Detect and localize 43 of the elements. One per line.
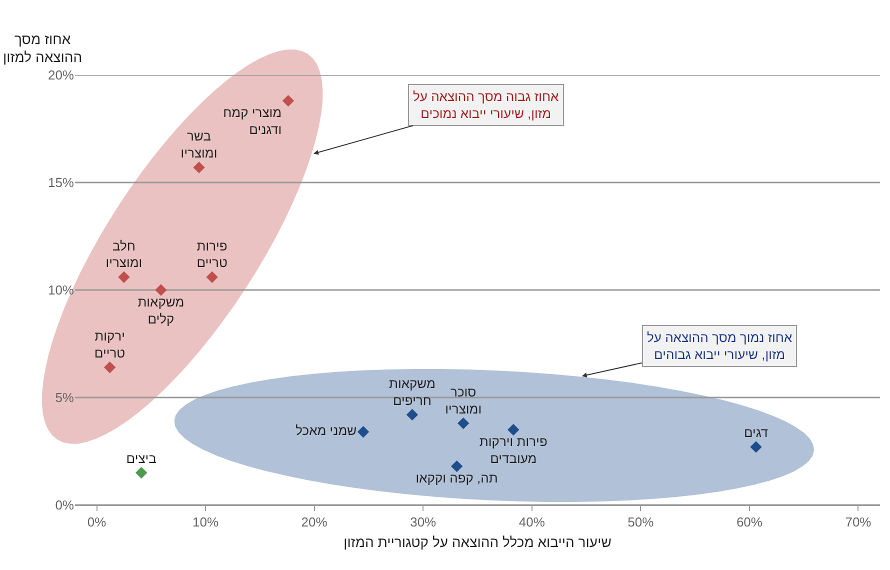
x-tick-label: 70% [845,514,872,530]
point [357,426,370,438]
y-tick-label: 0% [55,498,74,513]
series-label: סוכר ומוצריו [445,384,482,416]
annotation: אחוז נמוך מסך ההוצאה על מזון, שיעורי ייבוא גבוהים [647,330,792,362]
y-tick-label: 10% [48,282,74,298]
point [118,271,130,283]
series-label: פירות וירקות מעובדים [479,434,548,466]
y-tick-label: 20% [48,68,74,83]
series-label: ירקות טריים [94,328,126,361]
point [458,417,470,430]
point [193,162,205,174]
point [406,408,418,421]
series-label: דגים [744,425,768,440]
series-label: תה, קפה וקקאו [416,470,498,486]
y-tick-label: 5% [55,390,74,406]
point [282,94,294,107]
series-label: מוצרי קמח ודגנים [223,105,282,138]
point [750,441,762,453]
x-axis-title: שיעור הייבוא מכלל ההוצאה על קטגוריית המזון [344,534,612,550]
y-axis-title: אחוז מסך ההוצאה למזון [3,31,82,66]
x-tick-label: 50% [628,514,654,530]
series-label: פירות טריים [196,238,228,270]
point [508,424,520,436]
series-label: ביצים [126,450,157,466]
point [450,460,463,472]
series-label: משקאות קלים [138,294,184,326]
point [104,362,116,374]
series-label: חלב ומוצריו [106,238,142,270]
point [206,271,218,283]
series-label: בשר ומוצריו [180,128,218,161]
x-tick-label: 0% [87,514,107,530]
x-tick-label: 30% [410,514,437,530]
y-tick-label: 15% [48,175,74,190]
x-tick-label: 60% [736,514,763,530]
point [155,284,167,296]
series-label: שמני מאכל [296,423,357,438]
x-tick-label: 10% [192,514,219,530]
point [136,466,148,479]
annotation: אחוז גבוה מסך ההוצאה על מזון, שיעורי ייבוא נמוכים [413,89,559,121]
x-tick-label: 20% [301,514,328,530]
series-label: משקאות חריפים [388,376,436,408]
x-tick-label: 40% [518,514,546,530]
